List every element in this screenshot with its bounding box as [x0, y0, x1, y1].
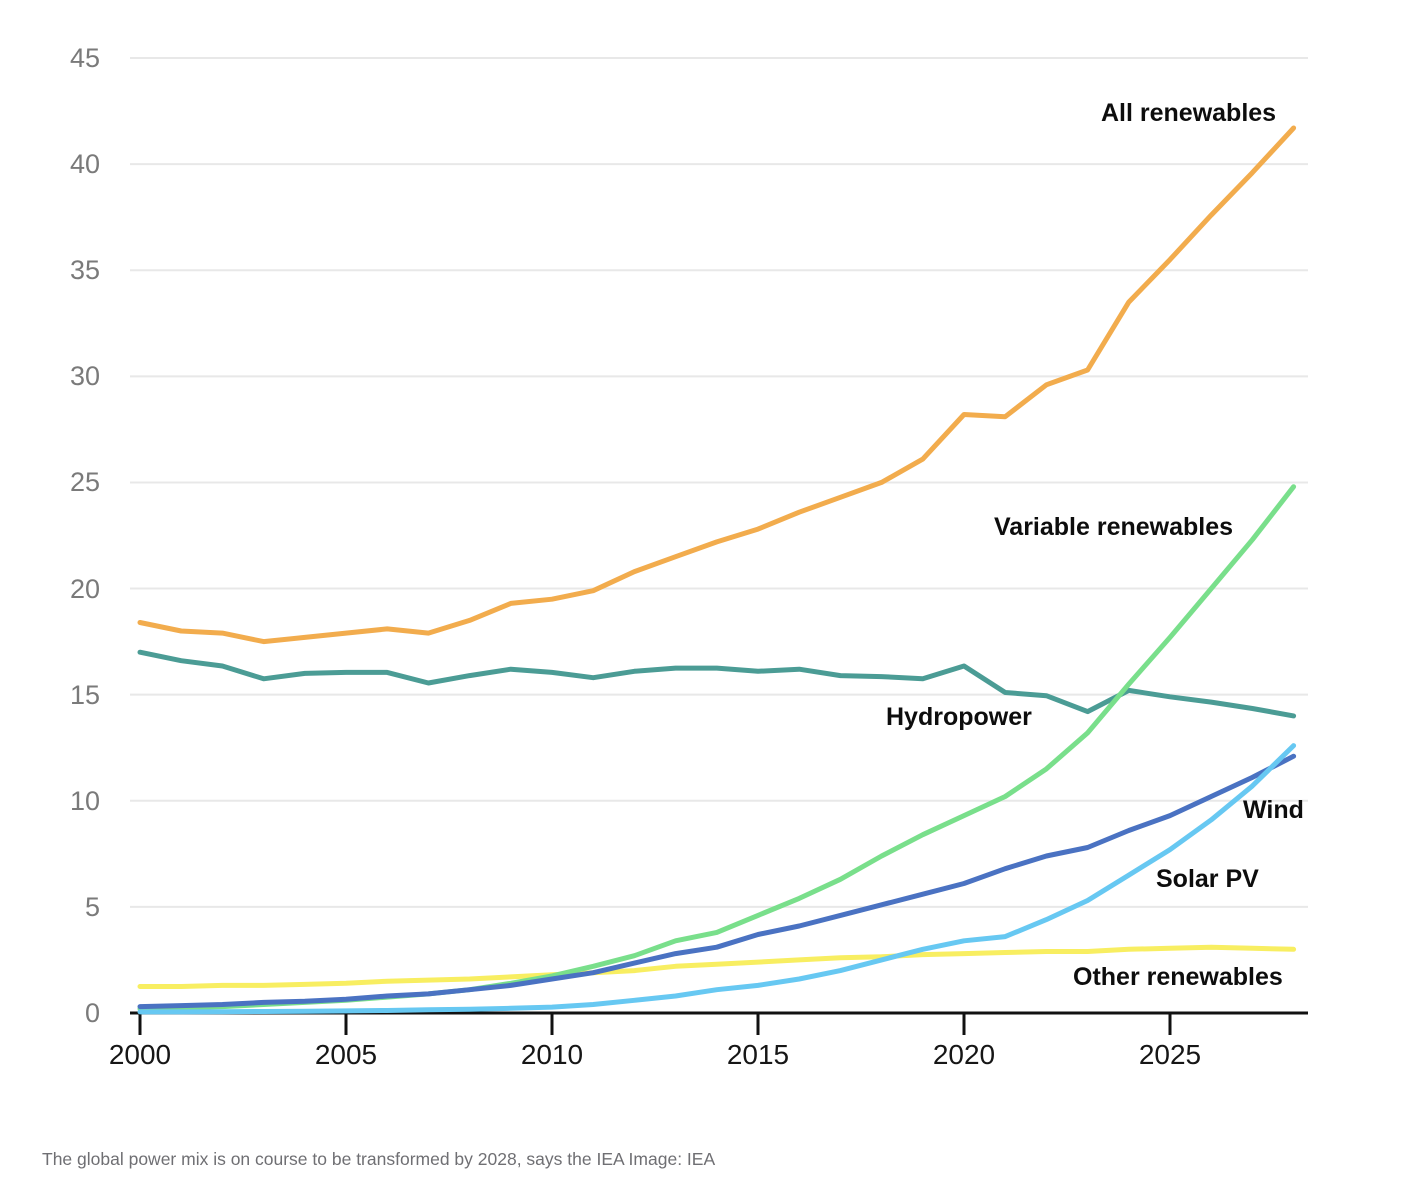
series-label-hydropower: Hydropower	[886, 703, 1032, 731]
series-line-other-renewables	[137, 944, 1297, 989]
chart-caption: The global power mix is on course to be …	[42, 1149, 716, 1169]
series-line-solar-pv	[137, 743, 1297, 1015]
y-tick-label-45: 45	[69, 43, 100, 73]
series-label-solar-pv: Solar PV	[1156, 865, 1259, 893]
y-tick-label-5: 5	[84, 891, 100, 922]
y-tick-label-35: 35	[69, 255, 100, 286]
y-tick-label-15: 15	[69, 679, 100, 710]
series-line-wind	[137, 753, 1297, 1010]
x-tick-label-2015: 2015	[726, 1039, 790, 1070]
series-label-wind: Wind	[1243, 796, 1304, 824]
y-tick-label-20: 20	[69, 573, 100, 604]
x-tick-label-2020: 2020	[932, 1039, 996, 1070]
x-tick-label-2000: 2000	[108, 1039, 172, 1070]
series-line-variable-renewables	[137, 484, 1297, 1012]
series-label-other-renewables: Other renewables	[1073, 963, 1283, 991]
y-tick-label-40: 40	[69, 149, 100, 180]
series-line-hydropower	[137, 649, 1297, 719]
series-label-all-renewables: All renewables	[1101, 99, 1277, 127]
x-tick-label-2010: 2010	[520, 1039, 584, 1070]
y-tick-label-25: 25	[69, 467, 100, 498]
y-tick-label-0: 0	[84, 998, 100, 1028]
x-tick-label-2025: 2025	[1138, 1039, 1202, 1070]
y-tick-label-10: 10	[69, 785, 100, 816]
series-line-all-renewables	[137, 125, 1297, 645]
y-tick-label-30: 30	[69, 361, 100, 392]
series-label-variable-renewables: Variable renewables	[994, 513, 1234, 541]
x-tick-label-2005: 2005	[314, 1039, 378, 1070]
